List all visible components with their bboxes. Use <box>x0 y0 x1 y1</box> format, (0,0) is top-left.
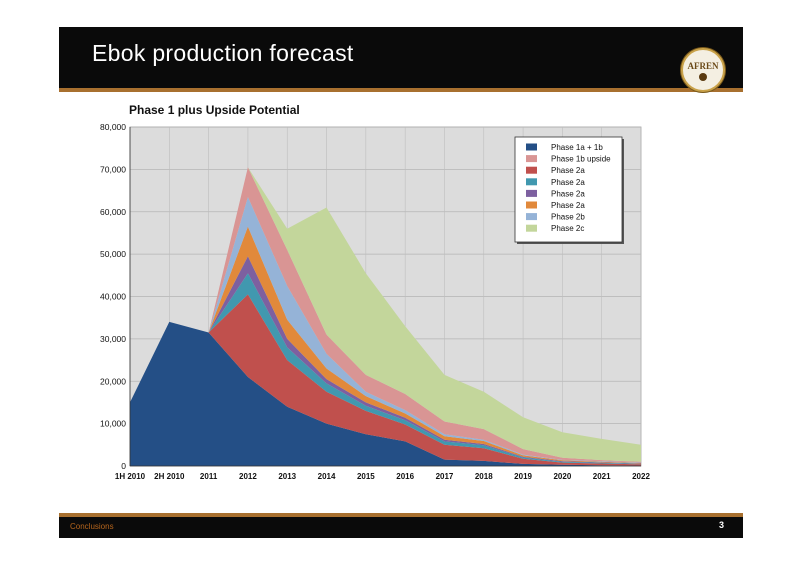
legend-box <box>514 136 623 243</box>
x-tick-label: 2013 <box>278 472 296 481</box>
legend-swatch <box>526 224 537 232</box>
legend-swatch <box>526 166 537 174</box>
x-tick-label: 2019 <box>514 472 532 481</box>
legend-label: Phase 1a + 1b <box>551 143 603 152</box>
x-tick-label: 2016 <box>396 472 414 481</box>
legend-swatch <box>526 189 537 197</box>
legend-swatch <box>526 143 537 151</box>
legend-label: Phase 2a <box>551 201 585 210</box>
logo-text: AFREN <box>687 61 719 71</box>
slide-title: Ebok production forecast <box>92 40 354 66</box>
y-tick-label: 60,000 <box>100 207 126 217</box>
area-series-2 <box>130 294 641 466</box>
slide-header-bar <box>59 27 743 88</box>
x-tick-label: 2015 <box>357 472 375 481</box>
legend-label: Phase 2a <box>551 189 585 198</box>
page-number: 3 <box>719 520 725 530</box>
x-tick-label: 2022 <box>632 472 650 481</box>
y-tick-label: 70,000 <box>100 164 126 174</box>
x-tick-label: 2012 <box>239 472 257 481</box>
x-tick-label: 2020 <box>553 472 571 481</box>
x-tick-label: 2H 2010 <box>154 472 185 481</box>
legend-label: Phase 1b upside <box>551 155 611 164</box>
y-tick-label: 80,000 <box>100 122 126 132</box>
logo-emblem-icon <box>699 73 707 81</box>
x-tick-label: 2017 <box>436 472 454 481</box>
area-series-8 <box>130 167 641 462</box>
y-tick-label: 20,000 <box>100 376 126 386</box>
footer-accent-line <box>59 513 743 517</box>
x-tick-label: 2021 <box>593 472 611 481</box>
afren-logo: AFREN <box>681 48 725 92</box>
x-tick-label: 1H 2010 <box>115 472 146 481</box>
area-series-group <box>130 167 641 466</box>
legend-label: Phase 2c <box>551 224 584 233</box>
legend-swatch <box>526 178 537 186</box>
legend-swatch <box>526 155 537 163</box>
chart-title: Phase 1 plus Upside Potential <box>129 103 300 117</box>
header-accent-line <box>59 88 743 92</box>
y-tick-label: 30,000 <box>100 334 126 344</box>
area-series-0 <box>130 321 641 466</box>
slide-footer-bar <box>59 517 743 538</box>
legend-swatch <box>526 213 537 221</box>
y-tick-label: 10,000 <box>100 419 126 429</box>
y-tick-label: 50,000 <box>100 249 126 259</box>
y-tick-label: 40,000 <box>100 292 126 302</box>
x-tick-label: 2011 <box>200 472 218 481</box>
y-tick-label: 0 <box>121 461 126 471</box>
footer-section-label: Conclusions <box>70 522 114 531</box>
chart-legend: Phase 1a + 1b Phase 1b upside Phase 2a Phas… <box>514 136 624 244</box>
legend-label: Phase 2a <box>551 178 585 187</box>
legend-label: Phase 2b <box>551 213 585 222</box>
x-tick-label: 2014 <box>318 472 336 481</box>
axes: 0 10,000 20,000 30,000 40,000 50,000 60,000 70,… <box>100 122 650 481</box>
legend-swatch <box>526 201 537 209</box>
legend-label: Phase 2a <box>551 166 585 175</box>
x-tick-label: 2018 <box>475 472 493 481</box>
